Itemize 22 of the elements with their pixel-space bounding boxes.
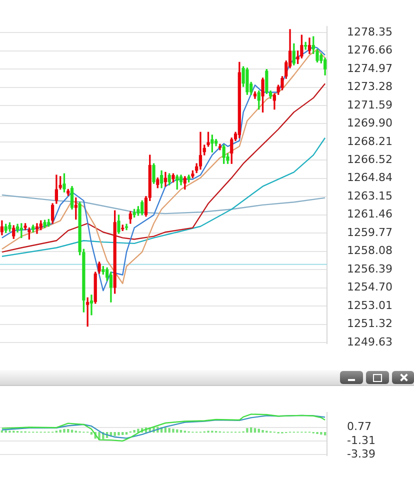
y-tick-label: 1276.66: [347, 44, 392, 57]
y-tick-label: 1261.46: [347, 208, 392, 221]
y-tick-label: -3.39: [347, 448, 376, 461]
y-tick-label: 1266.52: [347, 153, 392, 166]
y-tick-label: 1271.59: [347, 98, 392, 112]
y-tick-label: 1274.97: [347, 62, 392, 75]
y-tick-label: 1258.08: [347, 244, 392, 258]
y-tick-label: 1269.90: [347, 116, 392, 130]
y-tick-label: 1253.01: [347, 298, 392, 312]
y-tick-label: 1256.39: [347, 262, 392, 276]
y-tick-label: 1273.28: [347, 80, 392, 94]
y-tick-label: 1278.35: [347, 25, 392, 38]
y-tick-label: 1249.63: [347, 335, 392, 348]
y-tick-label: -1.31: [347, 434, 376, 447]
y-tick-label: 1268.21: [347, 134, 392, 148]
y-tick-label: 0.77: [347, 420, 372, 434]
y-tick-label: 1251.32: [347, 317, 392, 330]
y-tick-label: 1264.84: [347, 171, 392, 184]
y-tick-label: 1254.70: [347, 280, 392, 294]
y-tick-label: 1259.77: [347, 226, 392, 239]
y-tick-label: 1263.15: [347, 189, 392, 202]
candlestick: [90, 294, 94, 316]
